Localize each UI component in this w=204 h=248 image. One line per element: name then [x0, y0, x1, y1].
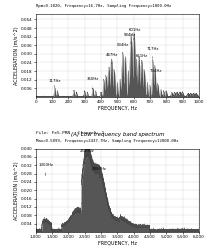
Text: 717Hz: 717Hz — [146, 47, 159, 58]
Text: (A) Low frequency band spectrum: (A) Low frequency band spectrum — [71, 132, 164, 137]
Text: 584Hz: 584Hz — [124, 33, 136, 44]
Text: 350Hz: 350Hz — [87, 77, 99, 87]
Text: 651Hz: 651Hz — [136, 54, 148, 64]
Text: 2560Hz: 2560Hz — [79, 149, 94, 157]
Text: 467Hz: 467Hz — [106, 53, 118, 64]
Text: 117Hz: 117Hz — [49, 79, 61, 87]
Text: 601Hz: 601Hz — [129, 28, 141, 39]
Text: 2950Hz: 2950Hz — [92, 167, 107, 178]
X-axis label: FREQUENCY, Hz: FREQUENCY, Hz — [98, 105, 137, 111]
Text: File: Fe5.PRN   Channel: 1: File: Fe5.PRN Channel: 1 — [36, 131, 104, 135]
Text: 1300Hz: 1300Hz — [38, 163, 53, 176]
Text: 534Hz: 534Hz — [117, 43, 129, 53]
Y-axis label: ACCELERATION (m/s^2): ACCELERATION (m/s^2) — [14, 161, 19, 219]
Text: 734Hz: 734Hz — [149, 68, 162, 78]
Y-axis label: ACCELERATION (m/s^2): ACCELERATION (m/s^2) — [14, 26, 19, 85]
Text: Rpm=0.1020, Frequency=16.7Hz, Sampling Frequency=1000.0Hz: Rpm=0.1020, Frequency=16.7Hz, Sampling F… — [36, 4, 171, 8]
Text: Max=0.5099, Frequency=2437.7Hz, Sampling Frequency=12000.0Hz: Max=0.5099, Frequency=2437.7Hz, Sampling… — [36, 139, 178, 143]
X-axis label: FREQUENCY, Hz: FREQUENCY, Hz — [98, 241, 137, 246]
